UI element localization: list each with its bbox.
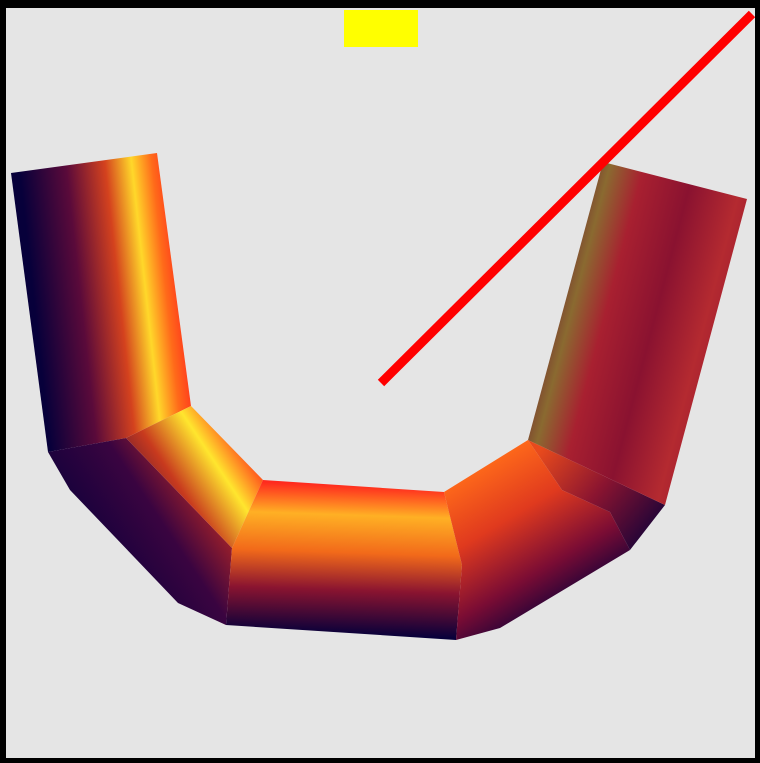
tube-right-elbow-lower	[444, 440, 630, 640]
red-line	[377, 10, 755, 387]
tube-right-elbow-outer	[528, 440, 665, 550]
render-viewport	[6, 8, 755, 758]
tube-left-elbow-lower	[48, 438, 232, 625]
tube-left-elbow-upper	[126, 406, 263, 548]
tube-left-arm	[11, 153, 191, 452]
yellow-marker	[344, 10, 418, 47]
tube-right-arm	[528, 162, 747, 505]
tube-bottom-segment	[226, 480, 462, 640]
scene-canvas	[11, 10, 755, 640]
